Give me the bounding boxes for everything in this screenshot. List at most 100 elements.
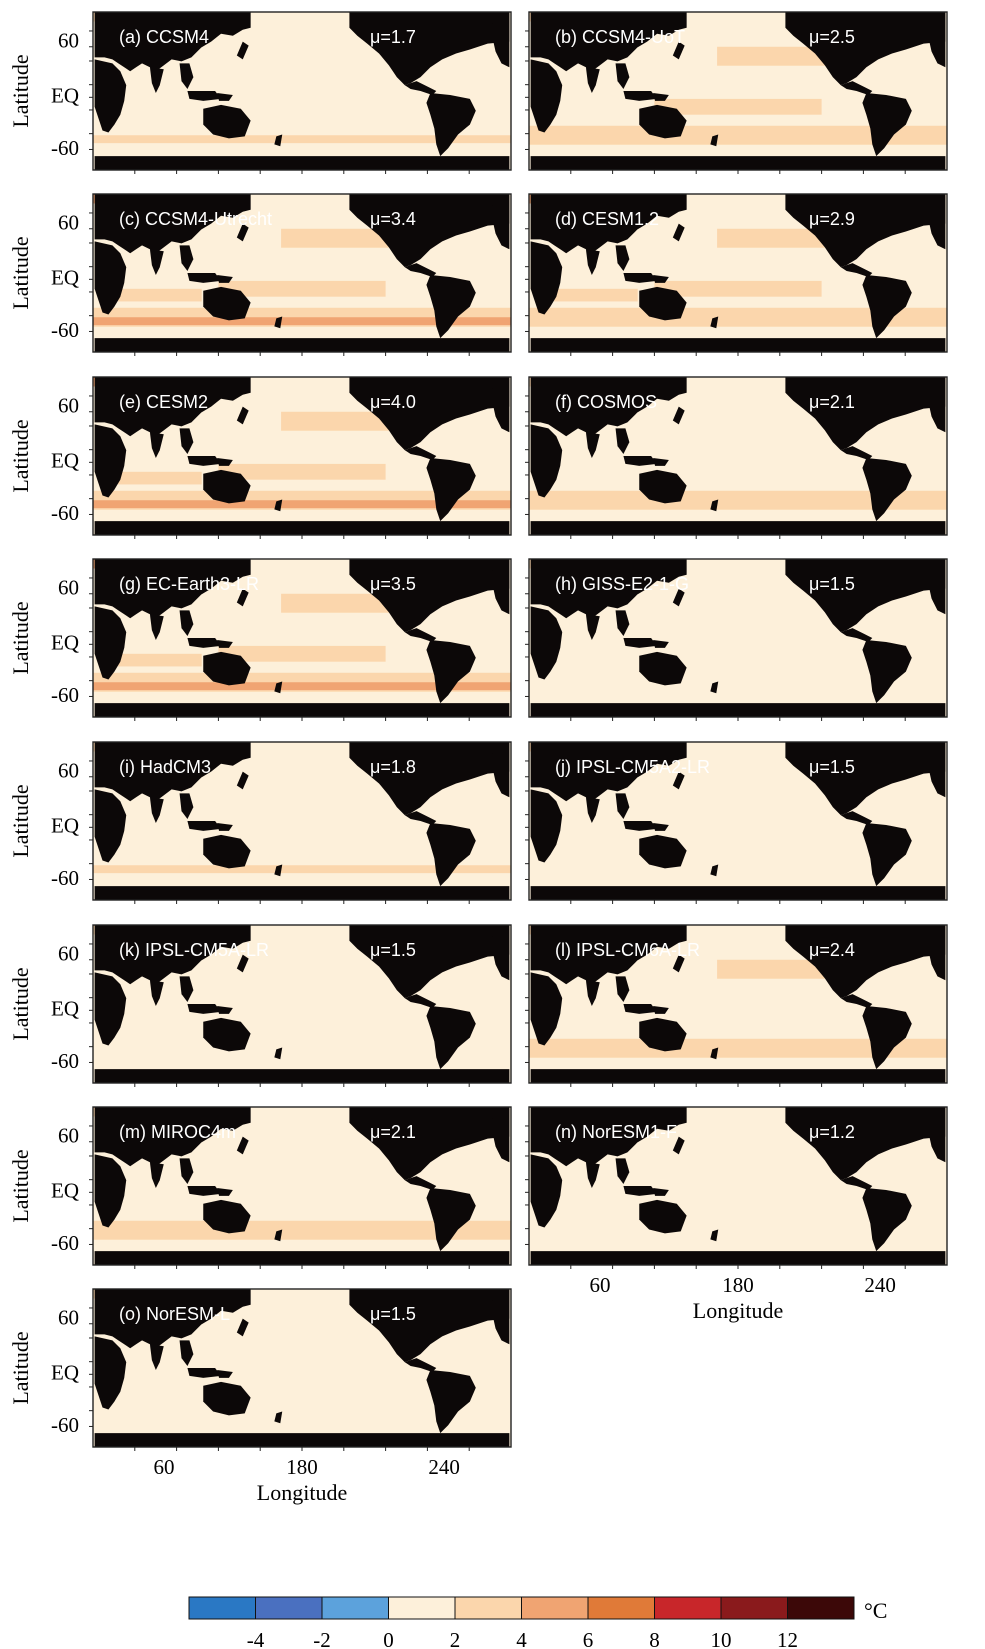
south-pacific-patch xyxy=(218,98,386,115)
map-panel: (c) CCSM4-Utrecht μ=3.4 60 EQ -60 Latitude xyxy=(8,193,512,356)
panel-label: (k) IPSL-CM5A-LR xyxy=(119,940,269,960)
southern-ocean-core xyxy=(529,865,947,874)
indian-ocean-patch xyxy=(554,653,638,667)
x-axis-label: Longitude xyxy=(693,1298,783,1323)
map-panel: (f) COSMOS μ=2.1 xyxy=(525,376,948,539)
indian-ocean-patch xyxy=(118,1201,202,1215)
mean-label: μ=1.5 xyxy=(809,757,855,777)
y-tick-label: -60 xyxy=(51,501,79,525)
y-tick-label: 60 xyxy=(58,210,79,234)
y-axis-label: Latitude xyxy=(8,54,33,127)
colorbar-tick-label: 2 xyxy=(450,1628,461,1649)
southern-ocean-core xyxy=(529,317,947,326)
map-panel: (m) MIROC4m μ=2.1 60 EQ -60 Latitude xyxy=(8,1106,512,1269)
panel-label: (m) MIROC4m xyxy=(119,1122,236,1142)
panel-label: (i) HadCM3 xyxy=(119,757,211,777)
indian-ocean-patch xyxy=(118,836,202,850)
south-pacific-patch xyxy=(218,1193,386,1210)
y-axis-label: Latitude xyxy=(8,601,33,674)
colorbar-unit: °C xyxy=(864,1598,887,1623)
panel-label: (a) CCSM4 xyxy=(119,27,209,47)
map-panel: (b) CCSM4-UoT μ=2.5 xyxy=(525,11,948,174)
map-panel: (a) CCSM4 μ=1.7 60 EQ -60 Latitude xyxy=(8,11,512,174)
southern-ocean-core xyxy=(529,135,947,144)
south-pacific-patch xyxy=(218,463,386,480)
south-pacific-patch xyxy=(654,1193,822,1210)
colorbar-tick-label: 10 xyxy=(711,1628,732,1649)
mean-label: μ=1.2 xyxy=(809,1122,855,1142)
southern-ocean-core xyxy=(529,500,947,509)
mean-label: μ=3.5 xyxy=(370,574,416,594)
y-tick-label: 60 xyxy=(58,28,79,52)
south-pacific-patch xyxy=(218,1011,386,1028)
y-axis-label: Latitude xyxy=(8,967,33,1040)
x-tick-label: 60 xyxy=(154,1455,175,1479)
mean-label: μ=2.4 xyxy=(809,940,855,960)
colorbar-segment xyxy=(720,1596,788,1620)
y-tick-label: 60 xyxy=(58,1123,79,1147)
mean-label: μ=1.5 xyxy=(370,1304,416,1324)
map-panel: (i) HadCM3 μ=1.8 60 EQ -60 Latitude xyxy=(8,741,512,904)
indian-ocean-patch xyxy=(554,836,638,850)
map-panel: (k) IPSL-CM5A-LR μ=1.5 60 EQ -60 Latitude xyxy=(8,924,512,1087)
colorbar-tick-label: 0 xyxy=(383,1628,394,1649)
colorbar-segment xyxy=(255,1596,323,1620)
y-tick-label: 60 xyxy=(58,575,79,599)
indian-ocean-patch xyxy=(554,106,638,120)
south-pacific-patch xyxy=(218,280,386,297)
x-tick-label: 240 xyxy=(428,1455,460,1479)
southern-ocean-core xyxy=(93,865,511,874)
y-tick-label: EQ xyxy=(51,266,79,290)
y-tick-label: -60 xyxy=(51,1413,79,1437)
panel-label: (e) CESM2 xyxy=(119,392,208,412)
y-tick-label: -60 xyxy=(51,136,79,160)
mean-label: μ=2.9 xyxy=(809,209,855,229)
south-pacific-patch xyxy=(654,280,822,297)
southern-ocean-core xyxy=(93,135,511,144)
southern-ocean-core xyxy=(93,1230,511,1239)
south-pacific-patch xyxy=(654,828,822,845)
panel-label: (n) NorESM1-F xyxy=(555,1122,677,1142)
y-axis-label: Latitude xyxy=(8,1331,33,1404)
mean-label: μ=2.5 xyxy=(809,27,855,47)
indian-ocean-patch xyxy=(554,1201,638,1215)
mean-label: μ=2.1 xyxy=(370,1122,416,1142)
colorbar-segment xyxy=(321,1596,389,1620)
y-axis-label: Latitude xyxy=(8,784,33,857)
colorbar-tick-label: 6 xyxy=(583,1628,594,1649)
map-panel: (g) EC-Earth3-LR μ=3.5 60 EQ -60 Latitude xyxy=(8,558,512,721)
colorbar-segment xyxy=(521,1596,589,1620)
southern-ocean-core xyxy=(93,1048,511,1057)
map-panel: (n) NorESM1-F μ=1.2 60 180 240 Longitude xyxy=(525,1106,948,1323)
x-tick-label: 180 xyxy=(286,1455,318,1479)
y-tick-label: -60 xyxy=(51,1049,79,1073)
indian-ocean-patch xyxy=(118,1383,202,1397)
colorbar-tick-label: 12 xyxy=(777,1628,798,1649)
southern-ocean-core xyxy=(93,317,511,326)
x-tick-label: 60 xyxy=(590,1273,611,1297)
y-tick-label: EQ xyxy=(51,449,79,473)
south-pacific-patch xyxy=(218,645,386,662)
mean-label: μ=2.1 xyxy=(809,392,855,412)
y-tick-label: EQ xyxy=(51,631,79,655)
colorbar-tick-label: -4 xyxy=(247,1628,265,1649)
mean-label: μ=4.0 xyxy=(370,392,416,412)
panel-label: (b) CCSM4-UoT xyxy=(555,27,685,47)
panel-label: (h) GISS-E2-1-G xyxy=(555,574,689,594)
mean-label: μ=3.4 xyxy=(370,209,416,229)
indian-ocean-patch xyxy=(118,1019,202,1033)
colorbar-segment xyxy=(787,1596,855,1620)
panel-label: (g) EC-Earth3-LR xyxy=(119,574,259,594)
indian-ocean-patch xyxy=(118,288,202,302)
southern-ocean-core xyxy=(529,1048,947,1057)
colorbar-tick-label: 8 xyxy=(649,1628,660,1649)
south-pacific-patch xyxy=(654,645,822,662)
mean-label: μ=1.5 xyxy=(809,574,855,594)
panel-label: (o) NorESM-L xyxy=(119,1304,230,1324)
indian-ocean-patch xyxy=(554,1019,638,1033)
map-panel: (o) NorESM-L μ=1.5 60 EQ -60 Latitude 60 180 240… xyxy=(8,1288,512,1505)
map-panel: (d) CESM1.2 μ=2.9 xyxy=(525,193,948,356)
y-tick-label: 60 xyxy=(58,941,79,965)
map-panel: (l) IPSL-CM6A-LR μ=2.4 xyxy=(525,924,948,1087)
